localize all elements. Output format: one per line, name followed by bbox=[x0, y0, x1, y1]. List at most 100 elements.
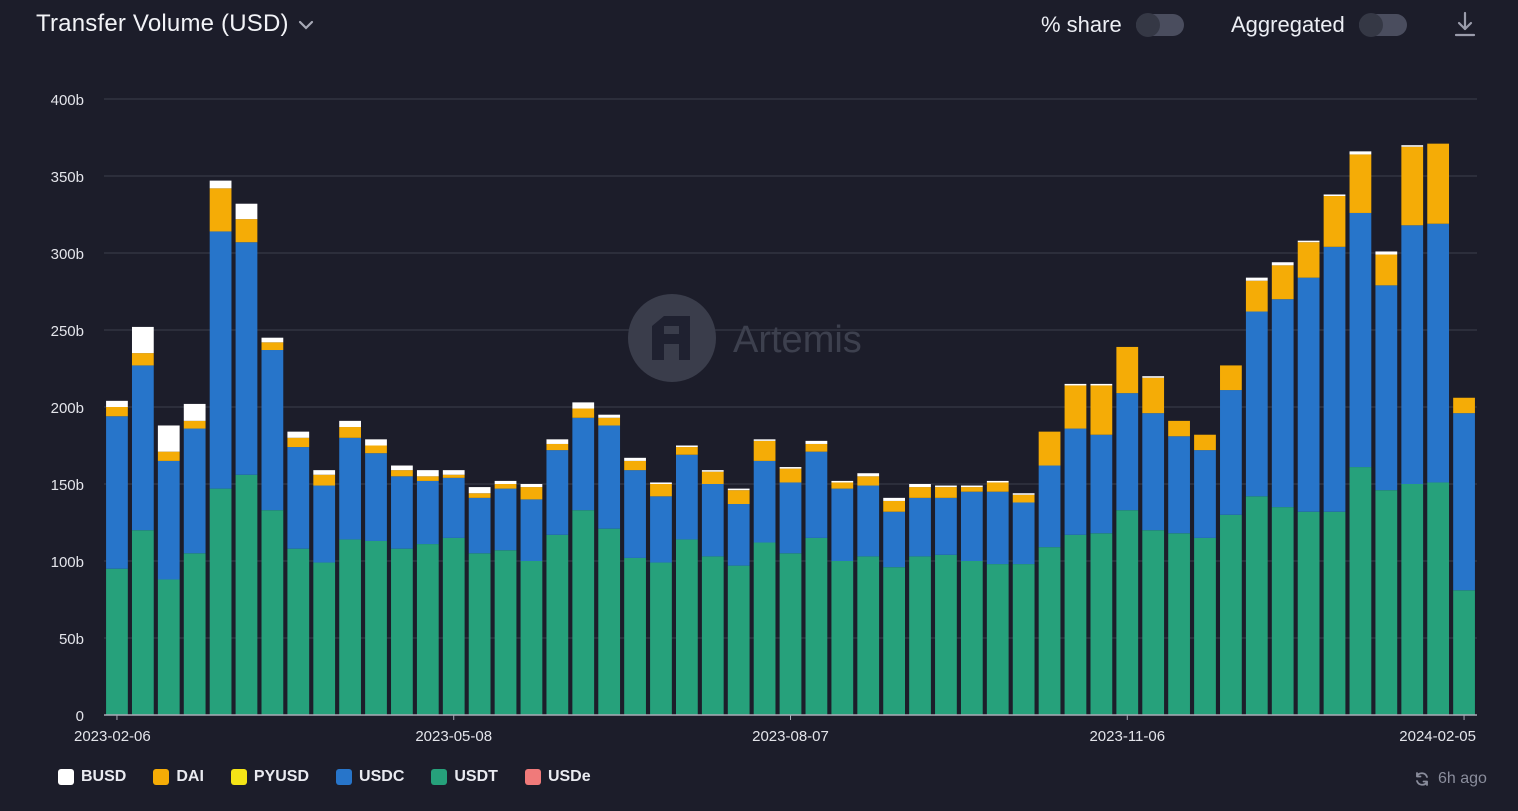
bar-busd[interactable] bbox=[650, 482, 672, 484]
bar-dai[interactable] bbox=[106, 407, 128, 417]
bar-usdc[interactable] bbox=[909, 497, 931, 557]
bar-dai[interactable] bbox=[805, 443, 828, 452]
bar-dai[interactable] bbox=[1116, 346, 1139, 394]
bar-usdc[interactable] bbox=[1453, 413, 1475, 591]
bar-busd[interactable] bbox=[727, 488, 750, 491]
bar-usdc[interactable] bbox=[468, 497, 491, 554]
bar-usdt[interactable] bbox=[727, 565, 750, 715]
bar-usdt[interactable] bbox=[1090, 533, 1113, 715]
bar-usdt[interactable] bbox=[779, 553, 802, 715]
bar-usdc[interactable] bbox=[779, 482, 802, 554]
bar-usdc[interactable] bbox=[106, 416, 128, 569]
bar-usdt[interactable] bbox=[960, 561, 983, 715]
bar-dai[interactable] bbox=[391, 470, 413, 477]
bar-usdt[interactable] bbox=[986, 564, 1009, 715]
bar-busd[interactable] bbox=[157, 425, 180, 452]
bar-dai[interactable] bbox=[157, 451, 180, 461]
bar-usdt[interactable] bbox=[909, 556, 931, 715]
bar-usdc[interactable] bbox=[701, 484, 724, 557]
bar-dai[interactable] bbox=[287, 437, 310, 448]
bar-usdc[interactable] bbox=[261, 350, 284, 511]
bar-busd[interactable] bbox=[1349, 151, 1372, 155]
bar-busd[interactable] bbox=[442, 470, 465, 475]
bar-usdt[interactable] bbox=[1142, 530, 1165, 715]
bar-busd[interactable] bbox=[805, 440, 828, 444]
bar-usdt[interactable] bbox=[1064, 534, 1087, 715]
bar-busd[interactable] bbox=[960, 485, 983, 488]
bar-dai[interactable] bbox=[235, 219, 258, 243]
bar-busd[interactable] bbox=[779, 467, 802, 469]
bar-busd[interactable] bbox=[183, 403, 206, 421]
bar-usdt[interactable] bbox=[1375, 490, 1398, 715]
bar-dai[interactable] bbox=[1375, 254, 1398, 286]
bar-dai[interactable] bbox=[986, 482, 1009, 492]
bar-usdt[interactable] bbox=[701, 556, 724, 715]
bar-dai[interactable] bbox=[1401, 146, 1424, 226]
bar-usdt[interactable] bbox=[339, 539, 361, 715]
bar-usdt[interactable] bbox=[753, 542, 776, 715]
bar-dai[interactable] bbox=[520, 487, 543, 500]
bar-dai[interactable] bbox=[1427, 143, 1450, 224]
bar-usdc[interactable] bbox=[883, 511, 905, 568]
bar-busd[interactable] bbox=[935, 485, 957, 488]
bar-usdt[interactable] bbox=[520, 561, 543, 715]
bar-busd[interactable] bbox=[831, 480, 854, 483]
bar-usdc[interactable] bbox=[313, 485, 336, 563]
bar-usdc[interactable] bbox=[831, 488, 854, 561]
bar-busd[interactable] bbox=[209, 180, 232, 189]
bar-usdt[interactable] bbox=[1012, 564, 1035, 715]
bar-usdt[interactable] bbox=[598, 528, 621, 715]
bar-usdt[interactable] bbox=[365, 540, 387, 715]
bar-usdc[interactable] bbox=[1375, 285, 1398, 491]
bar-busd[interactable] bbox=[1012, 493, 1035, 495]
bar-busd[interactable] bbox=[1142, 376, 1165, 378]
bar-busd[interactable] bbox=[676, 445, 698, 448]
bar-usdt[interactable] bbox=[805, 537, 828, 715]
bar-busd[interactable] bbox=[598, 414, 621, 418]
bar-usdc[interactable] bbox=[442, 477, 465, 538]
bar-busd[interactable] bbox=[1375, 251, 1398, 255]
bar-dai[interactable] bbox=[442, 474, 465, 478]
bar-busd[interactable] bbox=[494, 480, 517, 484]
bar-usdc[interactable] bbox=[1349, 212, 1372, 468]
legend-item-usdc[interactable]: USDC bbox=[336, 768, 404, 786]
bar-usdt[interactable] bbox=[131, 530, 154, 715]
bar-usdc[interactable] bbox=[391, 476, 413, 549]
bar-dai[interactable] bbox=[909, 487, 931, 498]
bar-dai[interactable] bbox=[1271, 265, 1294, 300]
bar-usdt[interactable] bbox=[624, 557, 646, 715]
bar-usdc[interactable] bbox=[1401, 225, 1424, 484]
bar-usdt[interactable] bbox=[1245, 496, 1268, 715]
share-toggle[interactable] bbox=[1135, 13, 1184, 37]
bar-dai[interactable] bbox=[183, 420, 206, 429]
bar-dai[interactable] bbox=[650, 484, 672, 497]
bar-busd[interactable] bbox=[572, 402, 595, 409]
bar-dai[interactable] bbox=[1194, 434, 1216, 451]
bar-usdc[interactable] bbox=[960, 491, 983, 561]
bar-dai[interactable] bbox=[1142, 377, 1165, 414]
bar-busd[interactable] bbox=[416, 470, 439, 477]
bar-busd[interactable] bbox=[883, 497, 905, 501]
title-dropdown[interactable]: Transfer Volume (USD) bbox=[36, 10, 315, 38]
bar-usdt[interactable] bbox=[468, 553, 491, 715]
bar-usdt[interactable] bbox=[935, 554, 957, 715]
bar-usdc[interactable] bbox=[935, 497, 957, 555]
bar-dai[interactable] bbox=[1220, 365, 1242, 391]
legend-item-busd[interactable]: BUSD bbox=[58, 768, 126, 786]
bar-busd[interactable] bbox=[365, 439, 387, 446]
bar-dai[interactable] bbox=[701, 471, 724, 484]
bar-busd[interactable] bbox=[1297, 240, 1320, 243]
bar-usdt[interactable] bbox=[494, 550, 517, 715]
bar-busd[interactable] bbox=[468, 487, 491, 494]
bar-usdt[interactable] bbox=[106, 568, 128, 715]
bar-dai[interactable] bbox=[339, 427, 361, 438]
legend-item-usdt[interactable]: USDT bbox=[431, 768, 498, 786]
bar-usdt[interactable] bbox=[1271, 507, 1294, 715]
bar-usdc[interactable] bbox=[235, 242, 258, 475]
bar-dai[interactable] bbox=[416, 476, 439, 481]
bar-usdc[interactable] bbox=[624, 470, 646, 558]
bar-dai[interactable] bbox=[935, 487, 957, 498]
bar-usdt[interactable] bbox=[1349, 467, 1372, 715]
bar-dai[interactable] bbox=[624, 460, 646, 471]
bar-dai[interactable] bbox=[468, 493, 491, 498]
